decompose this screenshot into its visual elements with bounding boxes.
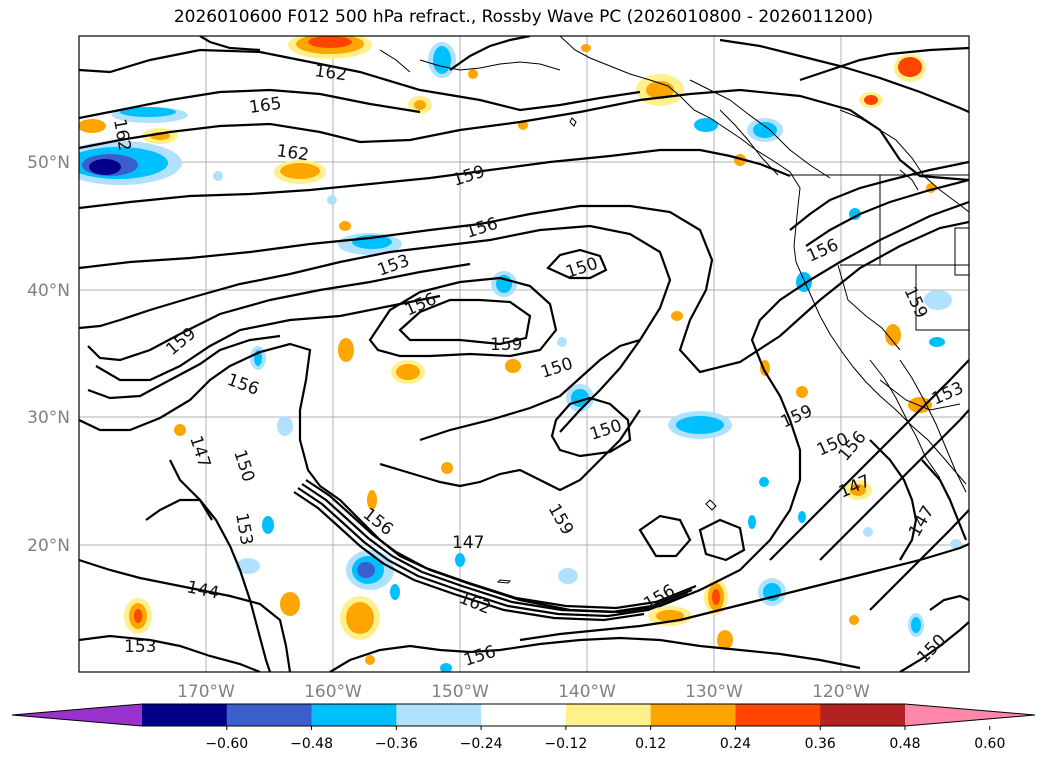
contour-label: 159 [490, 335, 522, 355]
latitude-labels: 50°N 40°N 30°N 20°N [27, 153, 70, 556]
contour-label: 165 [248, 94, 283, 118]
map-border [78, 35, 970, 673]
gridlines [79, 36, 969, 672]
negative-anomaly-areas [79, 42, 962, 672]
lon-label-120w: 120°W [812, 682, 870, 702]
colorbar-extend-low [12, 704, 142, 726]
colorbar-tick-label: 0.60 [974, 736, 1005, 752]
lon-label-130w: 130°W [685, 682, 743, 702]
lat-label-50n: 50°N [27, 153, 70, 173]
lon-label-170w: 170°W [177, 682, 235, 702]
colorbar-segment [142, 704, 228, 726]
colorbar-segment [396, 704, 482, 726]
colorbar-tick-label: 0.24 [720, 736, 751, 752]
colorbar: −0.60 −0.48 −0.36 −0.24 −0.12 0.12 0.24 0.36 0.4… [11, 703, 1036, 752]
longitude-labels: 170°W 160°W 150°W 140°W 130°W 120°W [177, 682, 870, 702]
lon-label-160w: 160°W [304, 682, 362, 702]
colorbar-tick-label: 0.12 [635, 736, 666, 752]
colorbar-tick-label: −0.24 [460, 736, 503, 752]
anomaly-shading [79, 36, 962, 672]
lon-label-150w: 150°W [431, 682, 489, 702]
colorbar-segment [820, 704, 906, 726]
colorbar-segment [481, 704, 567, 726]
contour-label: 162 [313, 61, 348, 85]
colorbar-segment [226, 704, 313, 726]
colorbar-tick-label: −0.48 [290, 736, 333, 752]
positive-anomaly-areas [79, 36, 936, 665]
colorbar-tick-label: 0.36 [805, 736, 836, 752]
lat-label-40n: 40°N [27, 281, 70, 301]
colorbar-tick-label: −0.36 [375, 736, 418, 752]
lat-label-30n: 30°N [27, 408, 70, 428]
colorbar-segment [565, 704, 652, 726]
lon-label-140w: 140°W [558, 682, 616, 702]
colorbar-tick-label: 0.48 [889, 736, 920, 752]
colorbar-extend-high [905, 704, 1035, 726]
colorbar-tick-label: −0.12 [544, 736, 587, 752]
colorbar-outline [11, 703, 1036, 727]
map-title: 2026010600 F012 500 hPa refract., Rossby… [173, 7, 874, 27]
contour-label: 162 [275, 141, 310, 165]
colorbar-segment [650, 704, 736, 726]
colorbar-segment [735, 704, 821, 726]
colorbar-tick-label: −0.60 [205, 736, 248, 752]
refractivity-contours [79, 36, 969, 672]
contour-label: 153 [124, 637, 156, 657]
lat-label-20n: 20°N [27, 536, 70, 556]
colorbar-segment [311, 704, 397, 726]
contour-label: 147 [452, 533, 484, 553]
